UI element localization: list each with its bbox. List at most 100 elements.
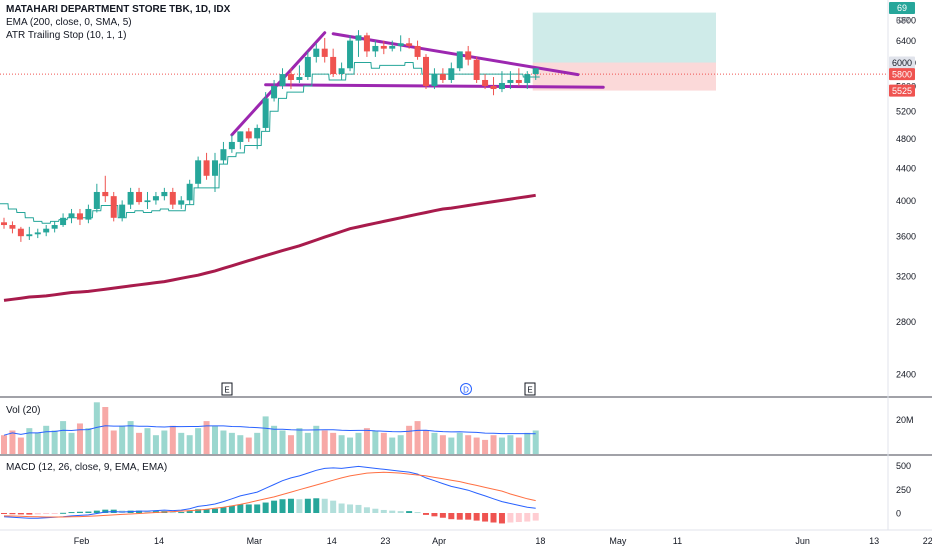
candle[interactable] [439,68,446,83]
candle[interactable] [186,179,193,205]
candle[interactable] [85,204,92,224]
candle[interactable] [414,40,421,60]
candle[interactable] [287,68,294,90]
candle[interactable] [237,131,244,150]
candle[interactable] [473,56,480,83]
candle[interactable] [26,226,33,240]
candle[interactable] [490,77,497,96]
time-axis-tick[interactable]: 22 [923,536,932,546]
candle[interactable] [515,68,522,86]
candle-body [330,56,337,75]
candle[interactable] [161,187,168,201]
time-axis-tick[interactable]: 14 [154,536,164,546]
drawings-layer[interactable] [0,12,888,137]
main-legend[interactable]: MATAHARI DEPARTMENT STORE TBK, 1D, IDX E… [6,3,230,42]
candle[interactable] [17,226,24,242]
candle[interactable] [43,225,50,237]
candle[interactable] [110,191,117,222]
time-axis-tick[interactable]: May [609,536,627,546]
candle[interactable] [119,200,126,222]
candle[interactable] [178,196,185,209]
candle[interactable] [9,221,16,234]
candle[interactable] [363,32,370,57]
candle[interactable] [431,68,438,90]
candle[interactable] [532,68,539,80]
candle[interactable] [144,191,151,209]
candle[interactable] [498,71,505,93]
time-axis-tick[interactable]: 14 [327,536,337,546]
profit-zone[interactable] [532,12,716,63]
event-marker[interactable]: E [524,382,536,396]
candle[interactable] [245,127,252,142]
candle[interactable] [228,134,235,153]
candle[interactable] [51,221,58,233]
candle[interactable] [321,37,328,63]
candle[interactable] [380,40,387,55]
candle-body [152,196,159,201]
candle[interactable] [195,156,202,188]
candle[interactable] [203,152,210,180]
legend-title[interactable]: MATAHARI DEPARTMENT STORE TBK, 1D, IDX [6,4,231,15]
candle[interactable] [93,183,100,213]
candle[interactable] [127,187,134,209]
macd-histogram-bar [68,512,75,514]
macd-legend[interactable]: MACD (12, 26, close, 9, EMA, EMA) [6,462,168,473]
candle[interactable] [330,48,337,78]
event-marker[interactable]: D [460,383,472,395]
candle[interactable] [507,71,514,90]
candle[interactable] [279,68,286,90]
candle[interactable] [465,45,472,66]
candle[interactable] [76,208,83,226]
candle[interactable] [347,35,354,72]
candles-layer[interactable] [1,30,539,242]
time-axis-tick[interactable]: Feb [74,536,90,546]
trend-line-upper[interactable] [331,32,580,77]
candle[interactable] [296,65,303,83]
volume-bar [279,430,286,454]
candle[interactable] [136,187,143,205]
candle[interactable] [60,213,67,227]
candle[interactable] [212,152,218,192]
time-axis-tick[interactable]: Apr [432,536,446,546]
candle[interactable] [372,40,379,57]
macd-histogram-bar [195,509,202,513]
candle[interactable] [34,228,41,239]
candle[interactable] [1,217,7,229]
candle-body [287,74,294,80]
time-axis-tick[interactable]: 13 [869,536,879,546]
candle[interactable] [254,124,261,150]
time-axis-tick[interactable]: 18 [535,536,545,546]
legend-ema[interactable]: EMA (200, close, 0, SMA, 5) [6,17,132,28]
candle[interactable] [102,175,109,203]
candle[interactable] [262,92,269,132]
candle[interactable] [524,71,531,90]
candle[interactable] [482,74,489,90]
candle[interactable] [313,43,320,63]
time-axis-tick[interactable]: 23 [380,536,390,546]
candle[interactable] [304,51,311,80]
macd-histogram-bar [363,507,370,513]
candle[interactable] [397,35,404,52]
candle[interactable] [423,54,429,90]
candle[interactable] [68,208,75,224]
volume-legend[interactable]: Vol (20) [6,405,41,416]
time-axis-tick[interactable]: 11 [673,536,682,546]
candle[interactable] [448,62,455,83]
candle[interactable] [456,51,463,72]
volume-bar [76,423,83,454]
candle[interactable] [220,141,227,165]
time-axis-tick[interactable]: Jun [795,536,810,546]
candle[interactable] [338,62,345,80]
candle[interactable] [355,30,362,57]
candle[interactable] [152,191,159,205]
candle[interactable] [389,40,396,52]
time-axis-tick[interactable]: Mar [247,536,263,546]
candle[interactable] [271,79,278,102]
candle[interactable] [406,37,413,49]
event-marker[interactable]: E [221,382,233,396]
legend-atr[interactable]: ATR Trailing Stop (10, 1, 1) [6,30,127,41]
candle[interactable] [169,187,176,209]
price-axis-tick: 2800 [896,317,916,327]
